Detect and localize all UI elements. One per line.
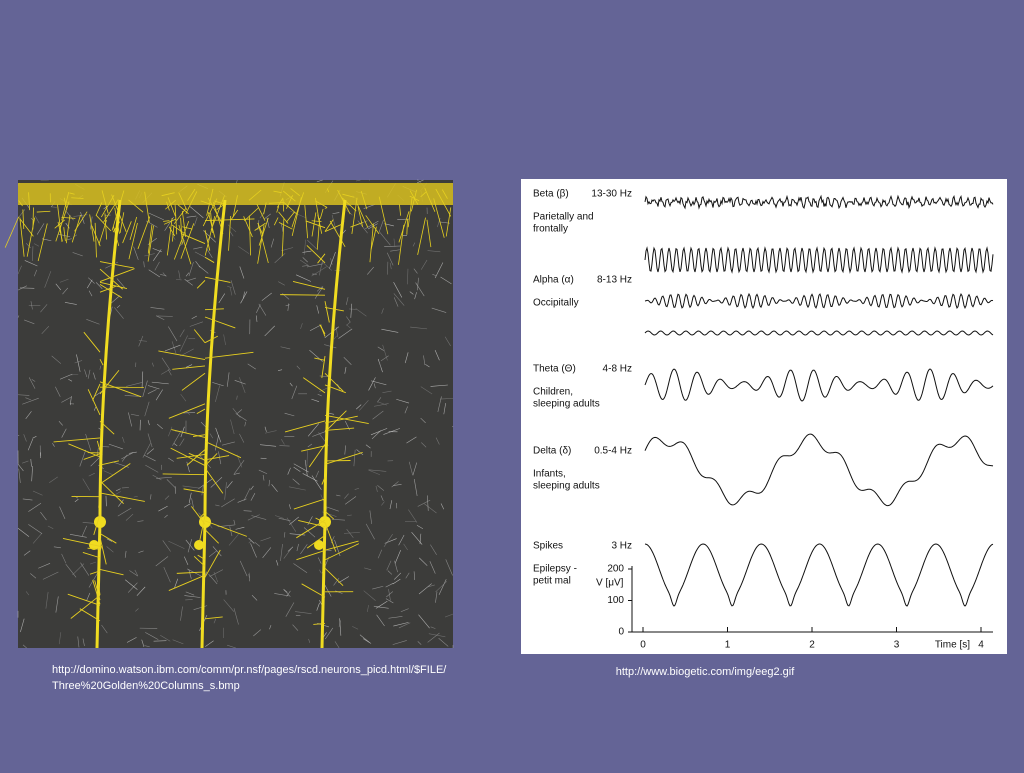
wave-band: 0.5-4 Hz: [594, 446, 632, 457]
wave-band: 3 Hz: [611, 541, 632, 552]
x-tick-label: 1: [725, 640, 731, 651]
soma: [194, 540, 204, 550]
top-layer: [18, 183, 453, 205]
y-tick-label: 100: [607, 595, 624, 606]
wave-name: Delta (δ): [533, 446, 571, 457]
x-tick-label: 2: [809, 640, 815, 651]
x-tick-label: 4: [978, 640, 984, 651]
neuron-background: [18, 180, 453, 648]
wave-name: Spikes: [533, 541, 563, 552]
x-tick-label: 3: [894, 640, 900, 651]
left-caption: http://domino.watson.ibm.com/comm/pr.nsf…: [52, 664, 447, 676]
wave-band: 4-8 Hz: [603, 364, 632, 375]
neuron-image: [5, 180, 453, 648]
wave-note: Children,: [533, 387, 573, 398]
wave-name: Alpha (α): [533, 275, 574, 286]
soma: [94, 516, 106, 528]
wave-note: frontally: [533, 224, 568, 235]
y-tick-label: 0: [618, 627, 624, 638]
wave-note: sleeping adults: [533, 481, 600, 492]
wave-note: Epilepsy -: [533, 564, 577, 575]
wave-note: petit mal: [533, 576, 571, 587]
dendrite: [5, 217, 19, 248]
wave-note: Parietally and: [533, 212, 594, 223]
left-caption: Three%20Golden%20Columns_s.bmp: [52, 680, 240, 692]
soma: [314, 540, 324, 550]
wave-name: Theta (Θ): [533, 364, 576, 375]
wave-name: Beta (β): [533, 189, 569, 200]
wave-note: sleeping adults: [533, 399, 600, 410]
x-axis-label: Time [s]: [935, 640, 970, 651]
wave-band: 13-30 Hz: [591, 189, 632, 200]
branch: [280, 295, 325, 296]
y-tick-label: 200: [607, 564, 624, 575]
wave-band: 8-13 Hz: [597, 275, 632, 286]
wave-note: Infants,: [533, 469, 566, 480]
right-caption: http://www.biogetic.com/img/eeg2.gif: [616, 666, 795, 678]
wave-note: Occipitally: [533, 298, 579, 309]
y-axis-label: V [μV]: [596, 578, 624, 589]
x-tick-label: 0: [640, 640, 646, 651]
